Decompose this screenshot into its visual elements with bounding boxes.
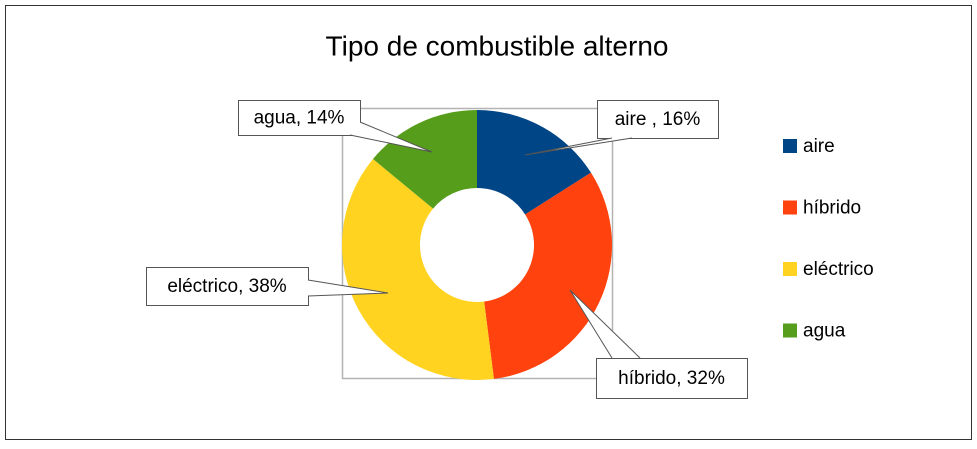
legend-swatch <box>783 139 797 153</box>
legend-swatch <box>783 323 797 338</box>
legend-label: eléctrico <box>803 259 874 280</box>
legend-label: agua <box>803 321 846 342</box>
legend-label: híbrido <box>803 198 861 219</box>
data-label-box <box>596 358 748 399</box>
data-label-leader <box>307 279 389 297</box>
data-label: eléctrico, 38% <box>167 276 286 297</box>
data-label-tail <box>308 280 388 296</box>
data-label-leader <box>569 289 641 359</box>
data-label-leader <box>524 137 633 156</box>
data-label-leader <box>349 121 433 153</box>
data-label-box <box>597 100 719 139</box>
donut-segment <box>341 158 494 380</box>
legend-swatch <box>783 200 797 215</box>
legend-swatch <box>783 262 797 276</box>
chart-title: Tipo de combustible alterno <box>326 30 669 61</box>
data-label-box <box>238 100 361 136</box>
data-label: agua, 14% <box>254 108 345 129</box>
donut-segment <box>372 110 477 209</box>
data-label-box <box>146 267 309 306</box>
data-label-tail <box>350 122 432 152</box>
legend-label: aire <box>803 136 835 157</box>
data-label: híbrido, 32% <box>618 368 725 389</box>
data-label: aire , 16% <box>615 109 701 130</box>
donut-segment <box>484 172 612 379</box>
donut-segment <box>477 110 591 215</box>
